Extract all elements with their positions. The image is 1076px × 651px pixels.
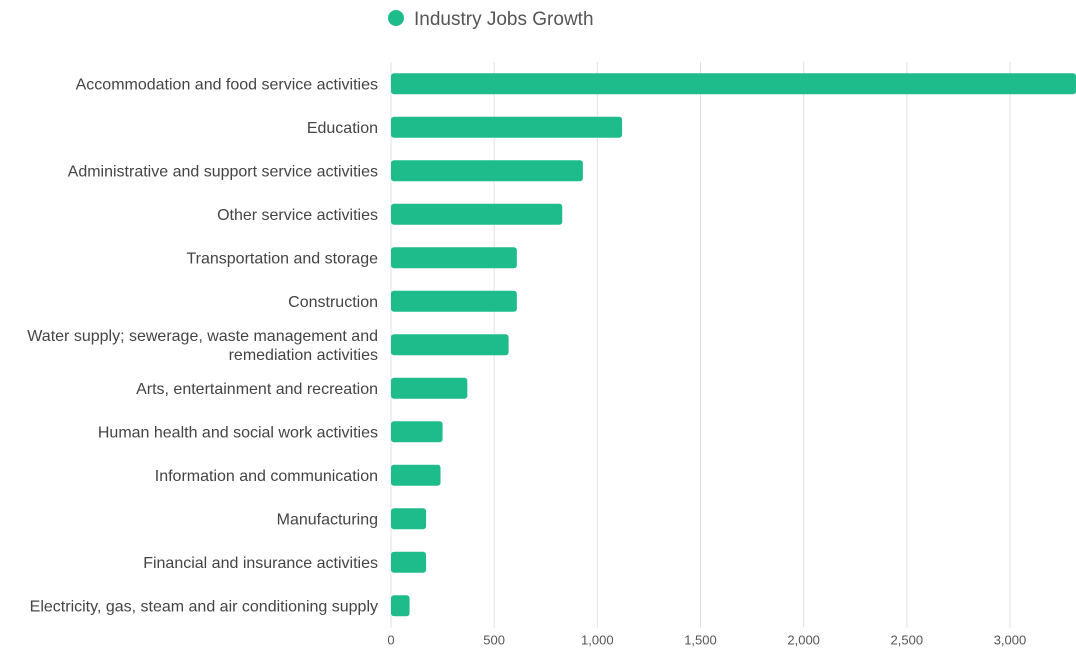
- x-tick-label: 0: [387, 633, 394, 648]
- category-labels: Accommodation and food service activitie…: [27, 76, 378, 615]
- bar[interactable]: [391, 551, 427, 573]
- grid-lines: [390, 62, 1011, 628]
- x-tick-label: 3,000: [994, 633, 1027, 648]
- x-tick-label: 2,000: [787, 633, 820, 648]
- bar[interactable]: [391, 160, 583, 182]
- x-tick-label: 500: [483, 633, 505, 648]
- category-label: Education: [307, 120, 378, 137]
- bar[interactable]: [391, 73, 1076, 95]
- bars: [391, 73, 1076, 617]
- category-label: Human health and social work activities: [98, 424, 378, 441]
- bar[interactable]: [391, 508, 427, 530]
- bar[interactable]: [391, 334, 509, 356]
- bar[interactable]: [391, 421, 443, 443]
- category-label: Financial and insurance activities: [143, 555, 378, 572]
- category-label: Construction: [288, 294, 378, 311]
- legend-label: Industry Jobs Growth: [414, 9, 594, 30]
- bar[interactable]: [391, 116, 623, 138]
- bar[interactable]: [391, 247, 517, 269]
- category-label: Administrative and support service activ…: [68, 163, 378, 180]
- category-label: Arts, entertainment and recreation: [136, 381, 378, 398]
- category-label: Transportation and storage: [186, 250, 378, 267]
- category-label: Water supply; sewerage, waste management…: [27, 328, 378, 364]
- category-label: Information and communication: [155, 468, 378, 485]
- x-axis-ticks: 0 500 1,000 1,500 2,000 2,500 3,000: [387, 633, 1026, 648]
- category-label: Accommodation and food service activitie…: [76, 76, 378, 93]
- x-tick-label: 2,500: [891, 633, 924, 648]
- bar[interactable]: [391, 377, 468, 399]
- bar[interactable]: [391, 464, 441, 486]
- bar[interactable]: [391, 595, 410, 617]
- x-tick-label: 1,000: [581, 633, 614, 648]
- category-label: Other service activities: [217, 207, 378, 224]
- legend-marker: [388, 10, 404, 26]
- bar[interactable]: [391, 290, 517, 312]
- legend[interactable]: Industry Jobs Growth: [388, 9, 594, 30]
- bar[interactable]: [391, 203, 563, 225]
- x-tick-label: 1,500: [684, 633, 717, 648]
- category-label: Electricity, gas, steam and air conditio…: [30, 598, 378, 615]
- category-label: Manufacturing: [277, 511, 378, 528]
